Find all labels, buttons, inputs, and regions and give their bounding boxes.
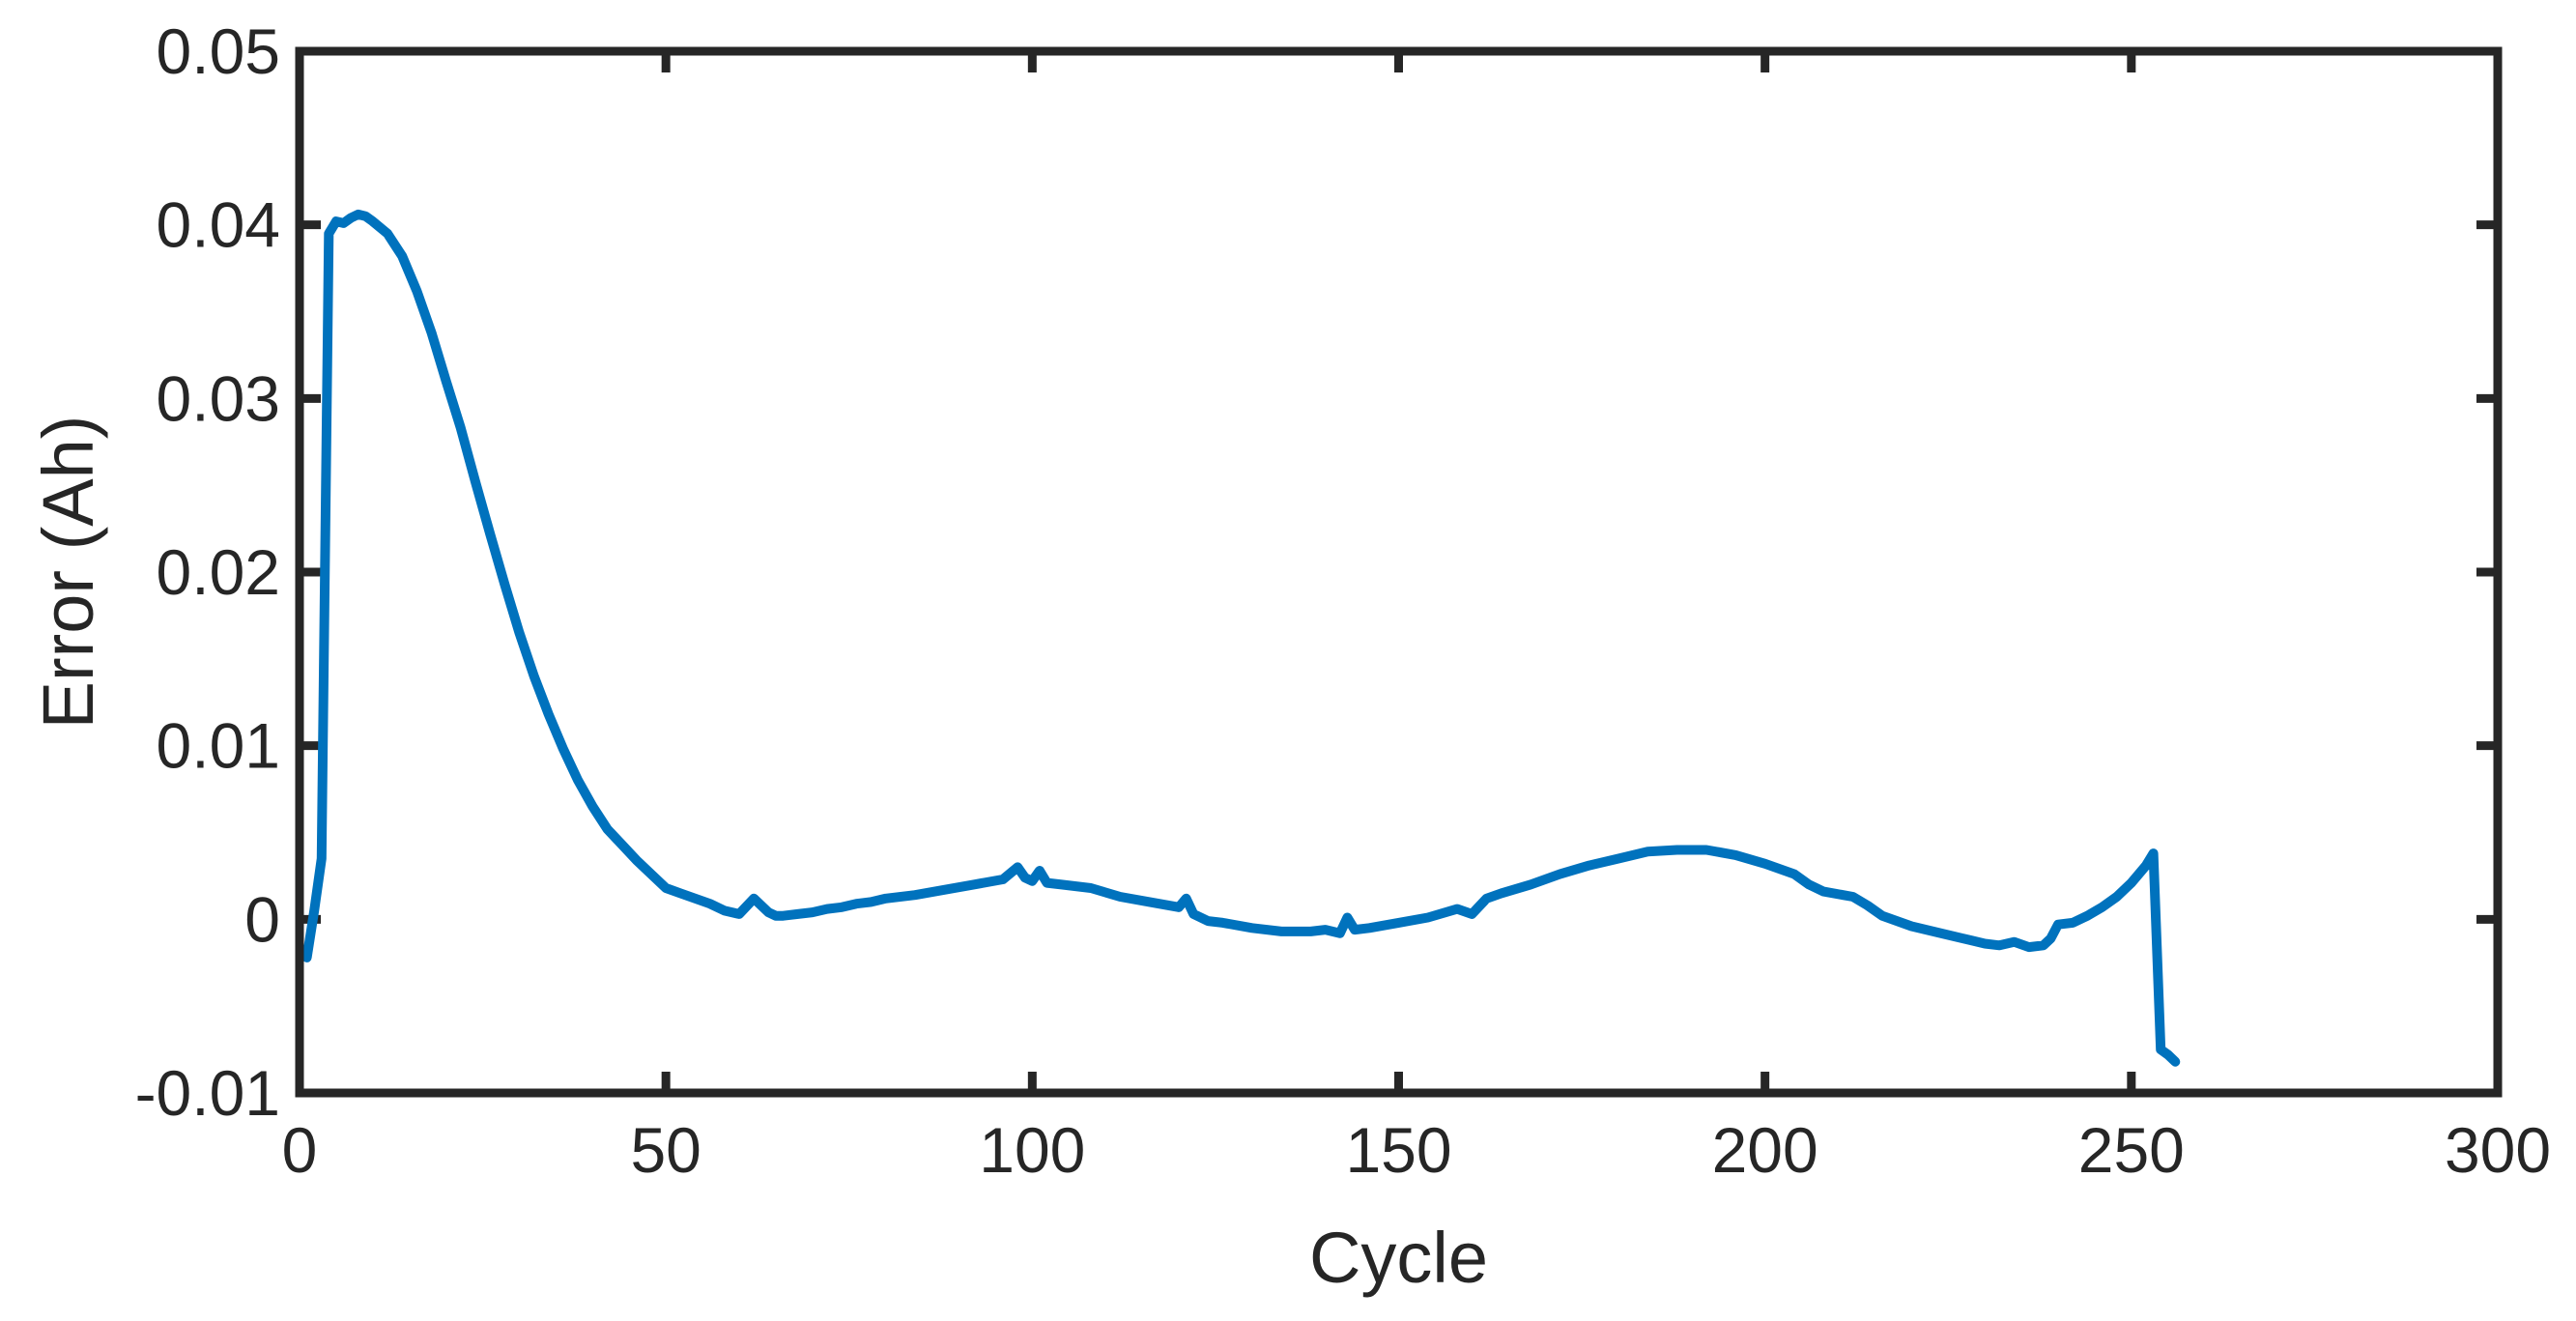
x-tick-label: 250 xyxy=(2078,1114,2185,1186)
x-tick-label: 0 xyxy=(282,1114,318,1186)
x-tick-label: 150 xyxy=(1345,1114,1451,1186)
y-tick-label: 0.01 xyxy=(157,710,280,782)
y-tick-label: -0.01 xyxy=(135,1057,280,1129)
series-line xyxy=(301,209,2181,1067)
y-tick-label: 0.02 xyxy=(157,536,280,608)
y-tick-label: 0 xyxy=(244,883,280,955)
tick-labels: 0 50 100 150 200 250 300-0.0100.010.020.030.04… xyxy=(135,15,2552,1186)
y-axis-title: Error (Ah) xyxy=(28,416,108,730)
x-tick-label: 300 xyxy=(2445,1114,2551,1186)
y-tick-label: 0.04 xyxy=(157,189,280,261)
y-tick-label: 0.05 xyxy=(157,15,280,87)
x-tick-label: 50 xyxy=(630,1114,701,1186)
plot-area-frame xyxy=(295,46,2503,1098)
x-tick-label: 100 xyxy=(979,1114,1085,1186)
y-tick-label: 0.03 xyxy=(157,362,280,434)
x-axis-title: Cycle xyxy=(1309,1218,1488,1298)
x-tick-label: 200 xyxy=(1712,1114,1818,1186)
